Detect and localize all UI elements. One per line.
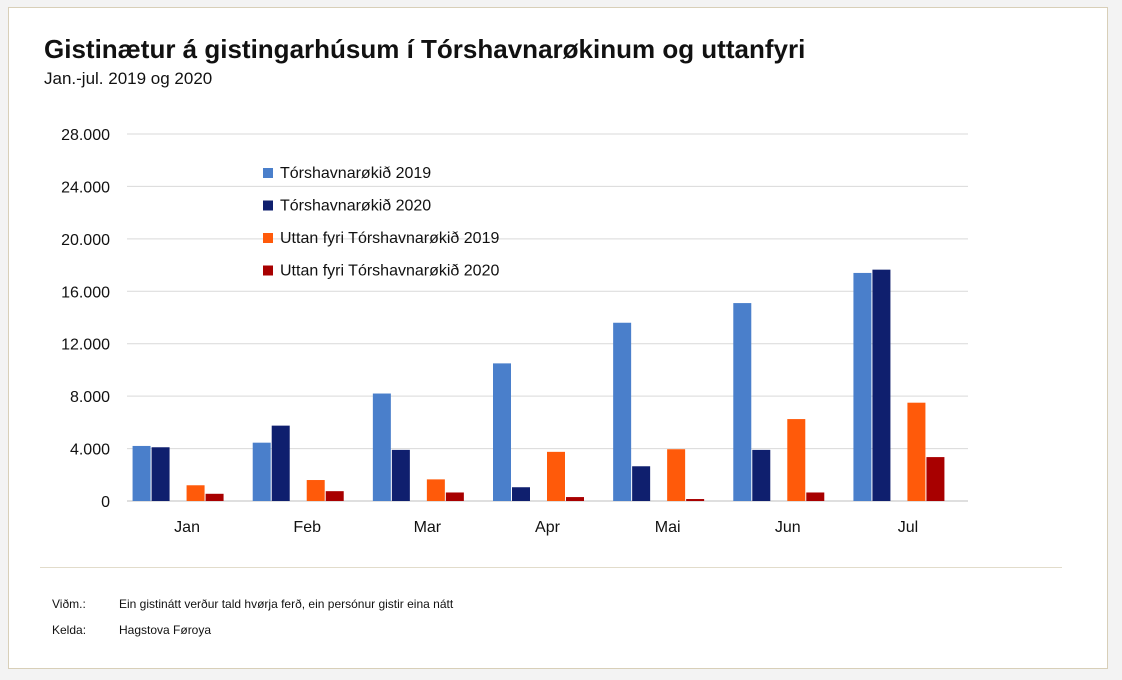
source-text: Hagstova Føroya: [119, 623, 212, 637]
x-tick-label: Mar: [414, 519, 442, 536]
y-tick-label: 24.000: [61, 179, 110, 196]
bar: [186, 485, 205, 501]
y-tick-label: 20.000: [61, 232, 110, 249]
source-label: Kelda:: [52, 623, 87, 637]
bar: [566, 497, 584, 501]
x-tick-label: Jun: [775, 519, 801, 536]
bar: [372, 393, 391, 501]
bar: [271, 425, 290, 501]
y-tick-label: 0: [101, 494, 110, 511]
legend-swatch: [263, 265, 273, 276]
bar: [907, 402, 926, 501]
bar: [613, 322, 632, 501]
y-tick-label: 8.000: [70, 389, 110, 406]
bar: [667, 449, 686, 501]
legend-label: Tórshavnarøkið 2020: [280, 198, 431, 215]
x-tick-label: Feb: [293, 519, 321, 536]
legend-label: Uttan fyri Tórshavnarøkið 2019: [280, 230, 499, 247]
bar: [686, 499, 705, 501]
y-tick-label: 4.000: [70, 442, 110, 459]
bar: [926, 457, 945, 501]
legend-swatch: [263, 200, 273, 211]
note-label: Viðm.:: [52, 597, 86, 611]
chart-subtitle: Jan.-jul. 2019 og 2020: [44, 69, 213, 88]
bar: [426, 479, 445, 501]
bar: [445, 492, 464, 501]
bar: [205, 493, 224, 501]
bar: [733, 303, 752, 501]
bar: [151, 447, 170, 501]
bar: [493, 363, 511, 501]
y-tick-label: 12.000: [61, 337, 110, 354]
bar: [787, 419, 806, 501]
chart-frame: [8, 7, 1108, 669]
footer-divider: [40, 567, 1062, 568]
legend-label: Tórshavnarøkið 2019: [280, 165, 431, 182]
bar: [853, 272, 872, 501]
bar: [806, 492, 825, 501]
legend-swatch: [263, 233, 273, 243]
legend-label: Uttan fyri Tórshavnarøkið 2020: [280, 263, 499, 280]
x-tick-label: Jan: [174, 519, 200, 536]
y-tick-label: 28.000: [61, 127, 110, 144]
bar: [252, 442, 271, 501]
bar: [752, 449, 771, 501]
bar: [132, 445, 151, 501]
bar: [325, 491, 344, 501]
x-tick-label: Mai: [655, 519, 681, 536]
bar: [391, 449, 410, 501]
bar: [872, 269, 891, 501]
note-text: Ein gistinátt verður tald hvørja ferð, e…: [119, 597, 454, 611]
bar: [547, 451, 565, 501]
bar: [632, 466, 651, 501]
y-tick-label: 16.000: [61, 284, 110, 301]
x-tick-label: Apr: [535, 519, 561, 536]
x-tick-label: Jul: [898, 519, 918, 536]
legend-swatch: [263, 168, 273, 178]
bar: [306, 480, 325, 501]
bar: [512, 487, 530, 501]
chart-title: Gistinætur á gistingarhúsum í Tórshavnar…: [44, 34, 806, 64]
